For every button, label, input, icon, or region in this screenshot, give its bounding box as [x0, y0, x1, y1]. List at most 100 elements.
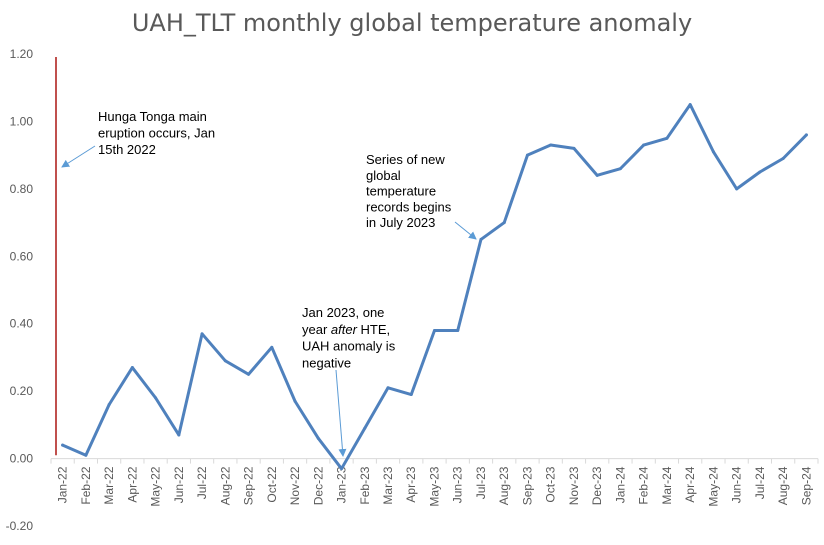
y-tick-label: 1.00 — [10, 114, 34, 128]
annotation-records: Series of new global temperature records be… — [366, 152, 452, 230]
x-tick-label: Jan-23 — [335, 466, 349, 503]
y-tick-label: -0.20 — [6, 519, 34, 533]
data-point — [804, 133, 808, 137]
data-point — [618, 167, 622, 171]
annotation-line: global — [366, 168, 401, 183]
x-tick-label: Nov-23 — [567, 466, 581, 505]
annotations: Hunga Tonga main eruption occurs, Jan 15th… — [61, 109, 477, 457]
data-point — [340, 467, 344, 471]
data-point — [688, 103, 692, 107]
annotation-line: in July 2023 — [366, 215, 435, 230]
data-point — [293, 399, 297, 403]
data-point — [665, 136, 669, 140]
data-point — [479, 237, 483, 241]
x-tick-label: May-23 — [428, 466, 442, 506]
y-tick-label: 0.40 — [10, 317, 34, 331]
data-point — [107, 403, 111, 407]
x-tick-label: Oct-22 — [265, 466, 279, 502]
annotation-line: Hunga Tonga main — [98, 109, 207, 124]
annotation-line: eruption occurs, Jan — [98, 126, 215, 141]
data-point — [758, 170, 762, 174]
annotation-line: negative — [302, 355, 351, 370]
data-point — [84, 453, 88, 457]
annotation-line: records begins — [366, 199, 452, 214]
x-tick-label: Jan-24 — [613, 466, 627, 503]
annotation-hunga: Hunga Tonga main eruption occurs, Jan 15th… — [98, 109, 215, 157]
y-tick-label: 0.00 — [10, 452, 34, 466]
x-tick-label: Oct-23 — [544, 466, 558, 502]
data-point — [595, 173, 599, 177]
x-tick-label: Jan-22 — [56, 466, 70, 503]
annotation-text: HTE, — [357, 322, 390, 337]
x-tick-label: Nov-22 — [288, 466, 302, 505]
x-tick-label: Dec-23 — [590, 466, 604, 505]
data-point — [456, 328, 460, 332]
data-point — [61, 443, 65, 447]
data-point — [386, 386, 390, 390]
y-tick-label: 0.80 — [10, 182, 34, 196]
data-point — [502, 221, 506, 225]
x-tick-label: Jun-22 — [172, 466, 186, 503]
x-tick-label: Sep-23 — [520, 466, 534, 505]
data-point — [642, 143, 646, 147]
annotation-text: year — [302, 322, 331, 337]
y-tick-label: 0.20 — [10, 384, 34, 398]
x-tick-label: Mar-24 — [660, 466, 674, 504]
data-point — [177, 433, 181, 437]
annotation-line: Series of new — [366, 152, 445, 167]
x-tick-label: Aug-22 — [218, 466, 232, 505]
annotation-line: UAH anomaly is — [302, 339, 396, 354]
data-point — [549, 143, 553, 147]
data-point — [247, 372, 251, 376]
x-tick-label: Feb-23 — [358, 466, 372, 504]
data-point — [363, 426, 367, 430]
y-tick-label: 1.20 — [10, 47, 34, 61]
data-point — [130, 366, 134, 370]
data-point — [316, 436, 320, 440]
data-point — [711, 150, 715, 154]
x-tick-label: Feb-24 — [637, 466, 651, 504]
chart-title: UAH_TLT monthly global temperature anoma… — [132, 9, 692, 37]
data-point — [154, 396, 158, 400]
x-tick-label: Jul-23 — [474, 466, 488, 499]
x-tick-label: Apr-24 — [683, 466, 697, 502]
x-tick-label: Aug-24 — [776, 466, 790, 505]
x-tick-label: Apr-23 — [404, 466, 418, 502]
data-point — [735, 187, 739, 191]
annotation-emphasis: after — [331, 322, 358, 337]
annotation-arrow — [454, 221, 477, 240]
data-point — [409, 393, 413, 397]
annotation-arrow — [335, 369, 347, 457]
y-tick-label: 0.60 — [10, 249, 34, 263]
annotation-jan2023: Jan 2023, one year after HTE, UAH anomaly … — [302, 305, 396, 370]
annotation-arrow — [61, 145, 96, 168]
annotation-line: temperature — [366, 184, 436, 199]
x-tick-label: Mar-22 — [102, 466, 116, 504]
data-point — [223, 359, 227, 363]
x-tick-label: Jun-24 — [730, 466, 744, 503]
x-tick-label: Jul-24 — [753, 466, 767, 499]
x-tick-label: Mar-23 — [381, 466, 395, 504]
x-tick-label: Jun-23 — [451, 466, 465, 503]
data-point — [200, 332, 204, 336]
x-axis — [50, 458, 819, 464]
x-tick-label: Jul-22 — [195, 466, 209, 499]
annotation-line: 15th 2022 — [98, 142, 156, 157]
data-point — [270, 345, 274, 349]
annotation-line: Jan 2023, one — [302, 305, 384, 320]
y-axis-ticks: -0.20 0.00 0.20 0.40 0.60 0.80 1.00 1.20 — [6, 47, 34, 533]
data-point — [525, 153, 529, 157]
x-tick-label: Dec-22 — [311, 466, 325, 505]
series-layer — [61, 103, 808, 471]
data-point — [433, 328, 436, 332]
x-tick-label: Aug-23 — [497, 466, 511, 505]
annotation-line: year after HTE, — [302, 322, 390, 337]
x-tick-label: Apr-22 — [125, 466, 139, 502]
x-tick-label: May-24 — [706, 466, 720, 506]
x-tick-label: Feb-22 — [79, 466, 93, 504]
data-point — [572, 146, 576, 150]
x-tick-label: May-22 — [149, 466, 163, 506]
x-tick-label: Sep-24 — [799, 466, 813, 505]
x-axis-ticks: Jan-22 Feb-22 Mar-22 Apr-22 May-22 Jun-22 Jul-… — [56, 466, 814, 506]
